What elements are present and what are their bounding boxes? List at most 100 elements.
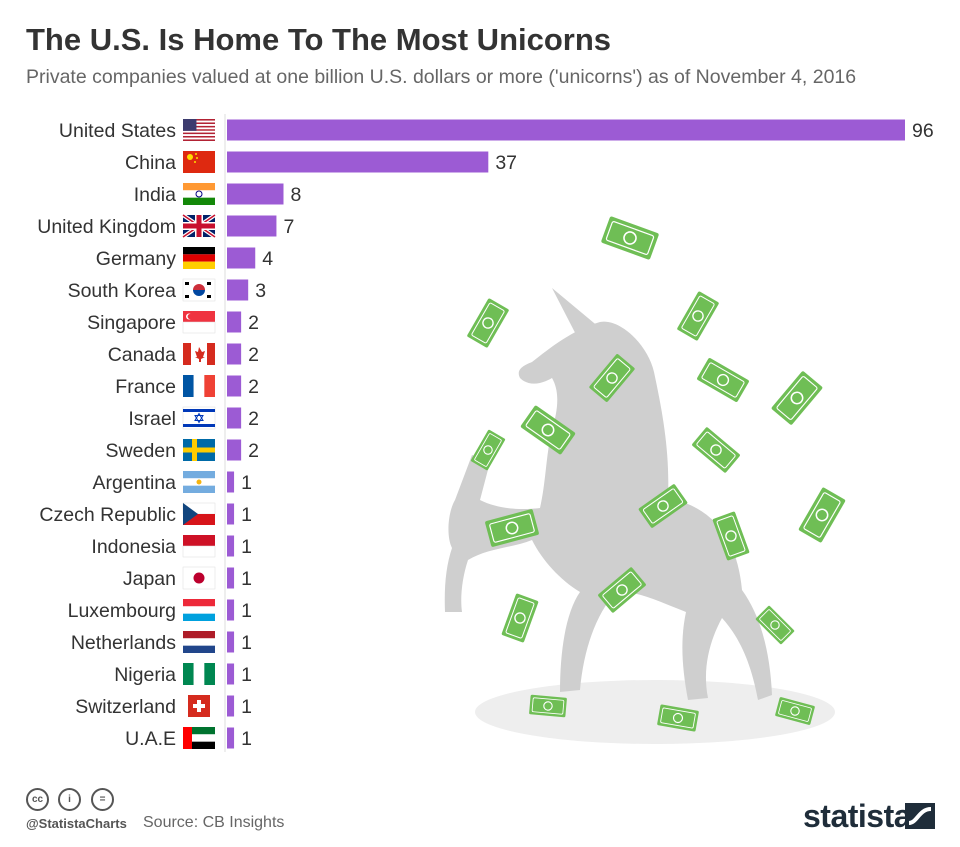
dollar-bill-icon — [638, 484, 688, 528]
source-note: Source: CB Insights — [143, 814, 285, 831]
dollar-bill-icon — [589, 354, 635, 402]
value-label: 1 — [241, 504, 252, 526]
bar — [227, 471, 235, 493]
category-label: Canada — [108, 344, 176, 366]
south-korea-flag-icon — [182, 278, 216, 302]
dollar-bill-icon — [771, 371, 823, 425]
bar — [227, 279, 249, 301]
bar-row: Netherlands 1 — [71, 631, 252, 654]
no-derivatives-icon: = — [91, 788, 114, 811]
bar-row: Switzerland 1 — [75, 695, 252, 718]
value-label: 3 — [255, 280, 266, 302]
footer-handle: @StatistaCharts — [26, 816, 127, 831]
indonesia-flag-icon — [182, 535, 216, 558]
bar-row: Singapore 2 — [87, 311, 259, 334]
category-label: United Kingdom — [37, 216, 176, 238]
bar-row: Nigeria 1 — [114, 663, 252, 686]
bar-row: South Korea 3 — [68, 278, 266, 302]
switzerland-flag-icon — [188, 695, 210, 717]
dollar-bill-icon — [520, 405, 576, 455]
dollar-bill-icon — [529, 694, 567, 718]
sweden-flag-icon — [183, 439, 215, 461]
category-label: Japan — [123, 568, 176, 590]
bar — [227, 599, 235, 621]
value-label: 4 — [262, 248, 273, 270]
bar-chart: United States 96 China 37 India 8 United Kingd… — [37, 114, 934, 752]
bar — [227, 727, 235, 749]
value-label: 2 — [248, 440, 259, 462]
bar-row: Luxembourg 1 — [68, 599, 252, 622]
value-label: 1 — [241, 472, 252, 494]
category-label: United States — [59, 120, 176, 142]
value-label: 96 — [912, 120, 934, 142]
germany-flag-icon — [183, 247, 215, 269]
china-flag-icon — [183, 151, 215, 173]
bar-row: Israel 2 — [128, 406, 259, 430]
bar — [227, 663, 235, 685]
dollar-bill-icon — [657, 704, 699, 732]
bar-row: Japan 1 — [123, 566, 252, 590]
category-label: South Korea — [68, 280, 177, 302]
bar-row: France 2 — [115, 375, 259, 398]
category-label: Netherlands — [71, 632, 176, 654]
category-label: Czech Republic — [39, 504, 176, 526]
bar — [227, 567, 235, 589]
value-label: 1 — [241, 568, 252, 590]
singapore-flag-icon — [182, 311, 216, 334]
category-label: India — [134, 184, 176, 206]
category-label: Nigeria — [114, 664, 176, 686]
dollar-bill-icon — [697, 358, 749, 402]
bar — [227, 407, 242, 429]
dollar-bill-icon — [601, 216, 659, 260]
bar — [227, 631, 235, 653]
bar-row: U.A.E 1 — [125, 727, 252, 750]
czech-republic-flag-icon — [182, 502, 216, 525]
bar-row: Canada 2 — [108, 343, 259, 366]
bar-row: Germany 4 — [96, 247, 273, 270]
bar-row: Czech Republic 1 — [39, 502, 252, 526]
dollar-bill-icon — [712, 511, 750, 561]
france-flag-icon — [183, 375, 215, 397]
bar — [227, 535, 235, 557]
value-label: 1 — [241, 600, 252, 622]
bar — [227, 215, 277, 237]
category-label: Singapore — [87, 312, 176, 334]
dollar-bill-icon — [798, 487, 846, 543]
category-label: Germany — [96, 248, 176, 270]
bar — [227, 439, 242, 461]
bar — [227, 119, 905, 141]
category-label: China — [125, 152, 176, 174]
bar — [227, 695, 235, 717]
bar-row: India 8 — [134, 183, 301, 206]
category-label: Luxembourg — [68, 600, 176, 622]
israel-flag-icon — [182, 406, 216, 430]
dollar-bill-icon — [467, 298, 509, 348]
bar — [227, 151, 489, 173]
bar-row: Indonesia 1 — [91, 535, 252, 558]
value-label: 1 — [241, 664, 252, 686]
unicorn-silhouette-icon — [444, 288, 772, 700]
india-flag-icon — [183, 183, 215, 205]
value-label: 2 — [248, 344, 259, 366]
category-label: Sweden — [106, 440, 176, 462]
bar-row: United Kingdom 7 — [37, 213, 294, 239]
bar — [227, 183, 284, 205]
bar-row: China 37 — [125, 151, 517, 174]
bar — [227, 311, 242, 333]
statista-logo-icon — [905, 803, 935, 829]
attribution-icon: i — [58, 788, 81, 811]
cc-icon: cc — [26, 788, 49, 811]
uae-flag-icon — [183, 727, 215, 749]
money-bills — [467, 216, 846, 732]
value-label: 1 — [241, 696, 252, 718]
uk-flag-icon — [181, 213, 217, 239]
netherlands-flag-icon — [183, 631, 215, 653]
unicorn-illustration — [444, 216, 846, 744]
canada-flag-icon — [183, 343, 215, 365]
value-label: 2 — [248, 376, 259, 398]
statista-logo[interactable]: statista — [803, 798, 912, 834]
category-label: U.A.E — [125, 728, 176, 750]
bar-row: Sweden 2 — [106, 439, 259, 462]
dollar-bill-icon — [485, 509, 539, 547]
value-label: 1 — [241, 536, 252, 558]
